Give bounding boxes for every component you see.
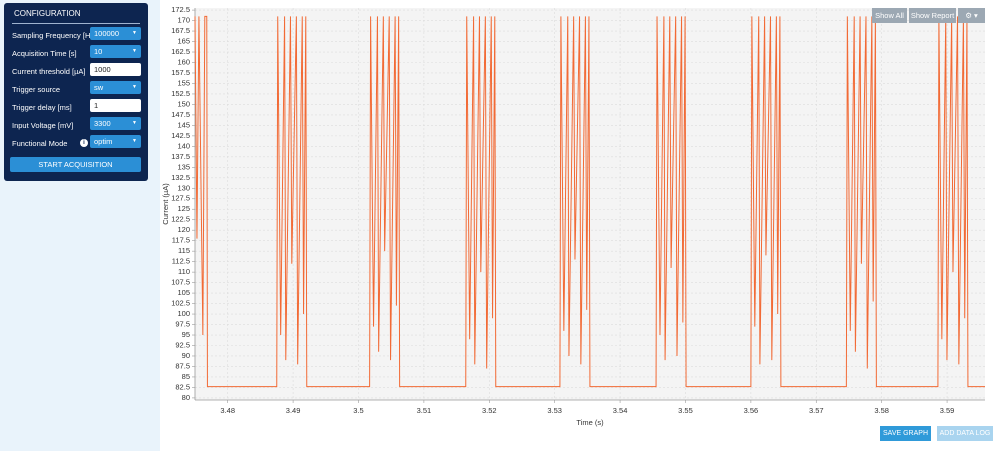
field-label: Functional Mode bbox=[12, 139, 68, 148]
y-tick-label: 100 bbox=[177, 309, 190, 318]
show-all-button[interactable]: Show All bbox=[872, 8, 907, 23]
y-tick-label: 122.5 bbox=[171, 215, 190, 224]
y-tick-label: 92.5 bbox=[175, 340, 190, 349]
y-tick-label: 127.5 bbox=[171, 194, 190, 203]
y-tick-label: 125 bbox=[177, 204, 190, 213]
select[interactable]: 100000 bbox=[90, 27, 141, 40]
text-input[interactable]: 1 bbox=[90, 99, 141, 112]
settings-button[interactable]: ⚙ ▾ bbox=[958, 8, 985, 23]
y-tick-label: 102.5 bbox=[171, 299, 190, 308]
divider bbox=[12, 23, 140, 24]
y-tick-label: 160 bbox=[177, 57, 190, 66]
field-label: Sampling Frequency [Hz] bbox=[12, 31, 97, 40]
sidebar: CONFIGURATION Sampling Frequency [Hz] 10… bbox=[0, 0, 160, 451]
field-label: Trigger source bbox=[12, 85, 61, 94]
x-tick-label: 3.56 bbox=[744, 406, 759, 415]
y-tick-label: 130 bbox=[177, 183, 190, 192]
x-tick-label: 3.59 bbox=[940, 406, 955, 415]
y-tick-label: 95 bbox=[182, 330, 190, 339]
y-tick-label: 82.5 bbox=[175, 382, 190, 391]
y-tick-label: 110 bbox=[178, 267, 190, 276]
select[interactable]: optim bbox=[90, 135, 141, 148]
y-tick-label: 107.5 bbox=[171, 278, 190, 287]
field-label: Trigger delay [ms] bbox=[12, 103, 72, 112]
field-label: Current threshold [µA] bbox=[12, 67, 86, 76]
x-tick-label: 3.57 bbox=[809, 406, 824, 415]
y-tick-label: 135 bbox=[177, 162, 190, 171]
y-tick-label: 85 bbox=[182, 372, 190, 381]
field-label: Input Voltage [mV] bbox=[12, 121, 74, 130]
add-data-log-button[interactable]: ADD DATA LOG bbox=[937, 426, 993, 441]
x-tick-label: 3.48 bbox=[220, 406, 235, 415]
y-tick-label: 115 bbox=[178, 246, 190, 255]
y-tick-label: 147.5 bbox=[171, 110, 190, 119]
y-tick-label: 120 bbox=[177, 225, 190, 234]
y-tick-label: 172.5 bbox=[171, 5, 190, 14]
y-tick-label: 152.5 bbox=[171, 89, 190, 98]
x-tick-label: 3.55 bbox=[678, 406, 693, 415]
x-tick-label: 3.58 bbox=[874, 406, 889, 415]
y-tick-label: 155 bbox=[177, 78, 190, 87]
show-report-button[interactable]: Show Report bbox=[909, 8, 956, 23]
y-tick-label: 97.5 bbox=[175, 320, 190, 329]
field-label: Acquisition Time [s] bbox=[12, 49, 77, 58]
save-graph-button[interactable]: SAVE GRAPH bbox=[880, 426, 931, 441]
configuration-panel: CONFIGURATION Sampling Frequency [Hz] 10… bbox=[4, 3, 148, 181]
y-tick-label: 117.5 bbox=[172, 236, 190, 245]
select[interactable]: 3300 bbox=[90, 117, 141, 130]
info-icon[interactable]: i bbox=[80, 139, 88, 147]
y-tick-label: 105 bbox=[177, 288, 190, 297]
y-tick-label: 80 bbox=[182, 393, 190, 402]
y-tick-label: 150 bbox=[177, 99, 190, 108]
text-input[interactable]: 1000 bbox=[90, 63, 141, 76]
y-tick-label: 112.5 bbox=[172, 257, 190, 266]
x-tick-label: 3.53 bbox=[547, 406, 562, 415]
y-tick-label: 87.5 bbox=[175, 361, 190, 370]
y-tick-label: 165 bbox=[177, 37, 190, 46]
y-tick-label: 145 bbox=[177, 120, 190, 129]
y-tick-label: 162.5 bbox=[171, 47, 190, 56]
x-tick-label: 3.52 bbox=[482, 406, 497, 415]
x-axis-label: Time (s) bbox=[576, 418, 604, 427]
select[interactable]: sw bbox=[90, 81, 141, 94]
y-tick-label: 167.5 bbox=[171, 26, 190, 35]
y-tick-label: 170 bbox=[177, 16, 190, 25]
y-tick-label: 132.5 bbox=[171, 173, 190, 182]
y-tick-label: 142.5 bbox=[171, 131, 190, 140]
panel-title: CONFIGURATION bbox=[14, 9, 81, 18]
y-axis-label: Current (µA) bbox=[161, 183, 170, 225]
x-tick-label: 3.5 bbox=[353, 406, 363, 415]
x-tick-label: 3.49 bbox=[286, 406, 301, 415]
x-tick-label: 3.54 bbox=[613, 406, 628, 415]
start-button[interactable]: START ACQUISITION bbox=[10, 157, 141, 172]
y-tick-label: 157.5 bbox=[171, 68, 190, 77]
y-tick-label: 90 bbox=[182, 351, 190, 360]
x-tick-label: 3.51 bbox=[417, 406, 432, 415]
y-tick-label: 137.5 bbox=[171, 152, 190, 161]
data-line bbox=[194, 15, 985, 388]
y-tick-label: 140 bbox=[177, 141, 190, 150]
select[interactable]: 10 bbox=[90, 45, 141, 58]
